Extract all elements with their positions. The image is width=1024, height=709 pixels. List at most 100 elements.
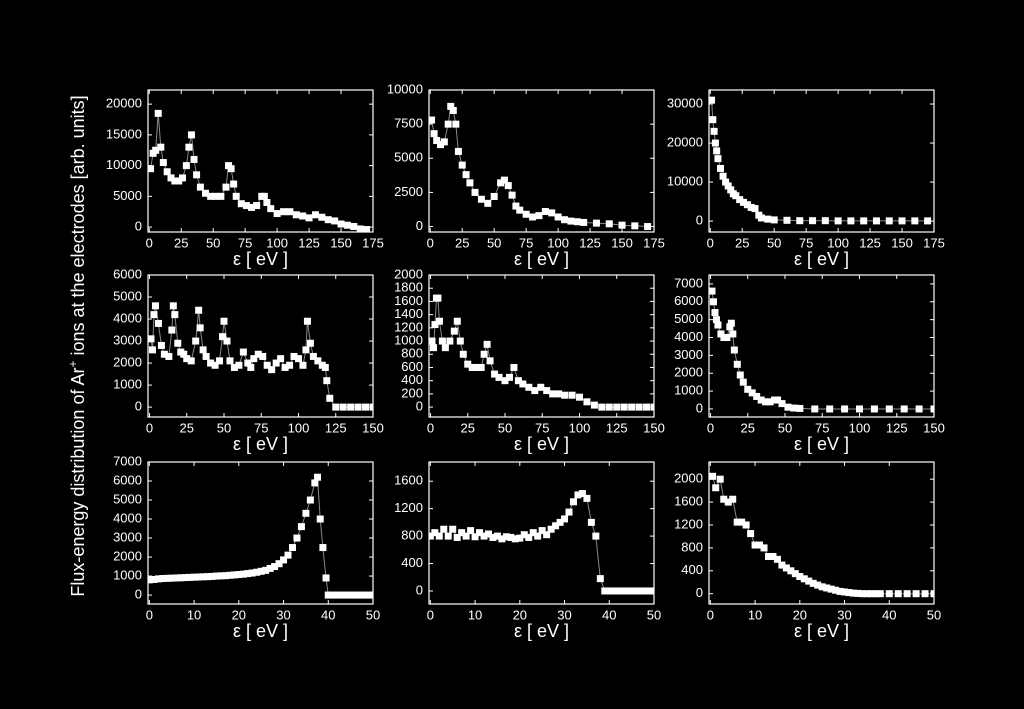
data-point	[314, 473, 322, 481]
data-point	[911, 217, 919, 225]
data-point	[644, 223, 652, 231]
data-point	[171, 177, 179, 185]
data-point	[449, 106, 457, 114]
data-point	[711, 309, 719, 317]
data-point	[226, 571, 234, 579]
data-point	[567, 217, 575, 225]
data-point	[369, 591, 373, 599]
y-tick-label: 0	[416, 582, 423, 597]
data-point	[433, 137, 441, 145]
y-tick-label: 2000	[674, 471, 703, 486]
data-point	[329, 591, 337, 599]
data-point	[163, 168, 171, 176]
x-tick-label: 30	[837, 607, 851, 622]
data-point	[747, 530, 755, 538]
data-point	[610, 587, 618, 595]
data-point	[555, 390, 563, 398]
data-point	[471, 533, 479, 541]
x-tick-label: 100	[288, 420, 310, 435]
data-point	[360, 591, 368, 599]
data-point	[152, 146, 160, 154]
data-point	[620, 403, 628, 411]
data-point	[431, 321, 439, 329]
data-point	[847, 217, 855, 225]
data-point	[885, 590, 893, 598]
data-point	[549, 390, 557, 398]
data-point	[338, 591, 346, 599]
data-point	[498, 535, 506, 543]
data-point	[235, 361, 243, 369]
x-tick-label: 0	[707, 235, 714, 250]
data-point	[748, 389, 756, 397]
data-point	[447, 102, 455, 110]
y-tick-label: 4000	[113, 510, 142, 525]
data-point	[203, 573, 211, 581]
data-point	[177, 574, 185, 582]
data-point	[742, 521, 750, 529]
data-point	[450, 327, 458, 335]
data-point	[867, 590, 875, 598]
data-point	[160, 350, 168, 358]
x-tick-label: 40	[882, 607, 896, 622]
data-point	[568, 391, 576, 399]
data-point	[903, 590, 911, 598]
data-point	[429, 344, 437, 352]
x-tick-label: 50	[647, 607, 661, 622]
data-point	[849, 589, 857, 597]
data-point	[195, 306, 203, 314]
data-point	[202, 352, 210, 360]
data-point	[314, 357, 322, 365]
data-point	[556, 518, 564, 526]
x-tick-label: 150	[643, 420, 665, 435]
data-point	[226, 357, 234, 365]
x-axis-title: ε [ eV ]	[794, 434, 849, 454]
data-point	[267, 205, 275, 213]
data-point	[202, 189, 210, 197]
data-point	[573, 218, 581, 226]
y-tick-label: 1000	[113, 567, 142, 582]
data-point	[190, 573, 198, 581]
x-tick-label: 175	[643, 235, 665, 250]
data-point	[574, 491, 582, 499]
data-point	[302, 509, 310, 517]
plot-frame	[428, 89, 655, 233]
data-point	[342, 591, 350, 599]
data-point	[446, 337, 454, 345]
x-tick-label: 50	[487, 235, 501, 250]
y-tick-label: 1200	[394, 500, 423, 515]
data-point	[784, 403, 792, 411]
plot-data	[148, 109, 371, 232]
x-tick-label: 20	[232, 607, 246, 622]
panel: 0 10000 20000 30000 0 25 50 75 100 125 150 175 ε [ e…	[667, 89, 945, 269]
data-point	[818, 583, 826, 591]
data-point	[894, 590, 902, 598]
data-point	[898, 217, 906, 225]
data-point	[578, 490, 586, 498]
data-point	[431, 529, 439, 537]
y-tick-label: 5000	[674, 311, 703, 326]
y-title-part: ions at the electrodes [arb. units]	[68, 95, 88, 360]
data-point	[288, 544, 296, 552]
data-point	[753, 392, 761, 400]
x-axis-title: ε [ eV ]	[514, 249, 569, 269]
data-point	[796, 573, 804, 581]
y-title-superscript: +	[66, 361, 80, 368]
data-point	[230, 180, 238, 188]
data-point	[712, 484, 720, 492]
x-axis-title: ε [ eV ]	[794, 621, 849, 641]
data-point	[493, 532, 501, 540]
y-tick-label: 4000	[674, 329, 703, 344]
data-point	[337, 220, 345, 228]
data-point	[778, 561, 786, 569]
x-tick-label: 0	[427, 235, 434, 250]
data-point	[646, 587, 654, 595]
data-point	[489, 533, 497, 541]
x-tick-label: 20	[513, 607, 527, 622]
data-point	[623, 587, 631, 595]
data-point	[854, 589, 862, 597]
data-point	[711, 139, 719, 147]
data-point	[441, 344, 449, 352]
data-point	[350, 222, 358, 230]
data-point	[601, 587, 609, 595]
